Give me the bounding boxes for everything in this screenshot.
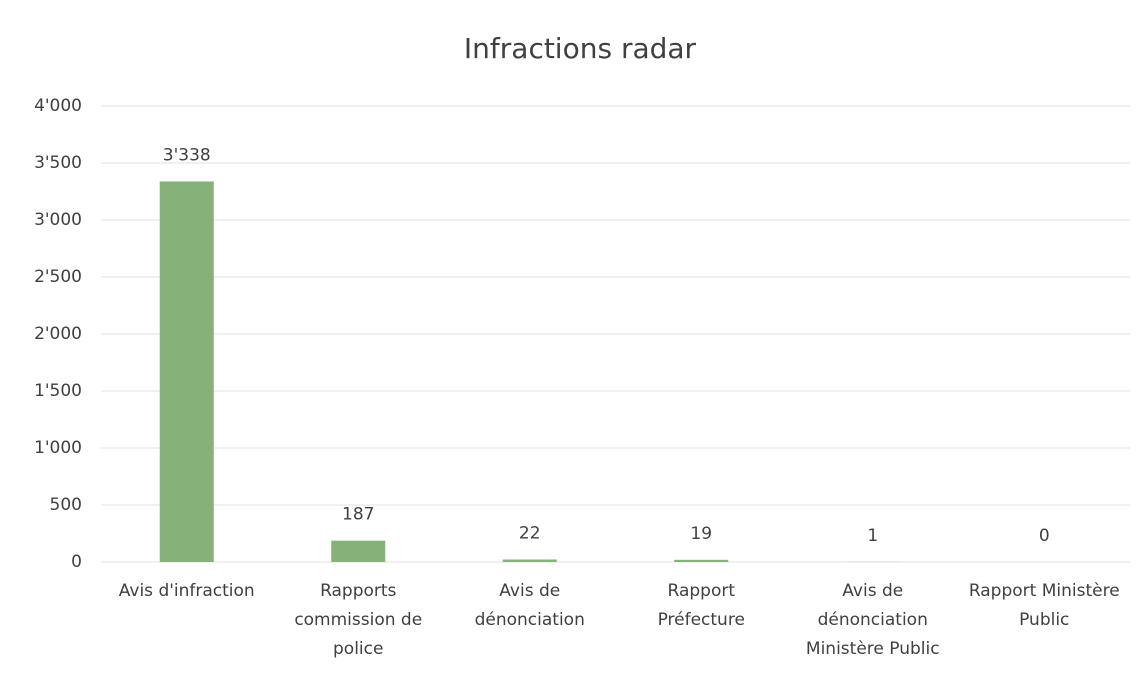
y-tick-label: 0 xyxy=(71,552,82,572)
y-tick-label: 1'500 xyxy=(34,381,82,401)
data-label: 19 xyxy=(690,524,712,544)
bar xyxy=(331,540,386,562)
y-tick-label: 1'000 xyxy=(34,438,82,458)
data-label: 0 xyxy=(1039,526,1050,546)
chart-title: Infractions radar xyxy=(464,32,697,65)
x-tick-label: Rapport Ministère Public xyxy=(968,581,1120,630)
y-tick-label: 500 xyxy=(50,495,82,515)
y-tick-label: 3'500 xyxy=(34,153,82,173)
y-tick-label: 2'500 xyxy=(34,267,82,287)
bar xyxy=(159,181,214,562)
x-tick-label: Avis d'infraction xyxy=(118,581,255,601)
bar xyxy=(502,559,557,562)
x-tick-label: Avis de dénonciation xyxy=(474,581,585,630)
bar xyxy=(674,559,729,562)
x-tick-label: Avis de dénonciation Ministère Public xyxy=(805,581,940,659)
data-label: 22 xyxy=(519,523,541,543)
x-tick-label: Rapports commission de police xyxy=(294,581,423,659)
data-label: 1 xyxy=(867,526,878,546)
y-tick-label: 3'000 xyxy=(34,210,82,230)
data-label: 3'338 xyxy=(163,145,211,165)
y-tick-label: 4'000 xyxy=(34,96,82,116)
data-label: 187 xyxy=(342,505,374,525)
x-tick-label: Rapport Préfecture xyxy=(657,581,745,630)
y-tick-label: 2'000 xyxy=(34,324,82,344)
